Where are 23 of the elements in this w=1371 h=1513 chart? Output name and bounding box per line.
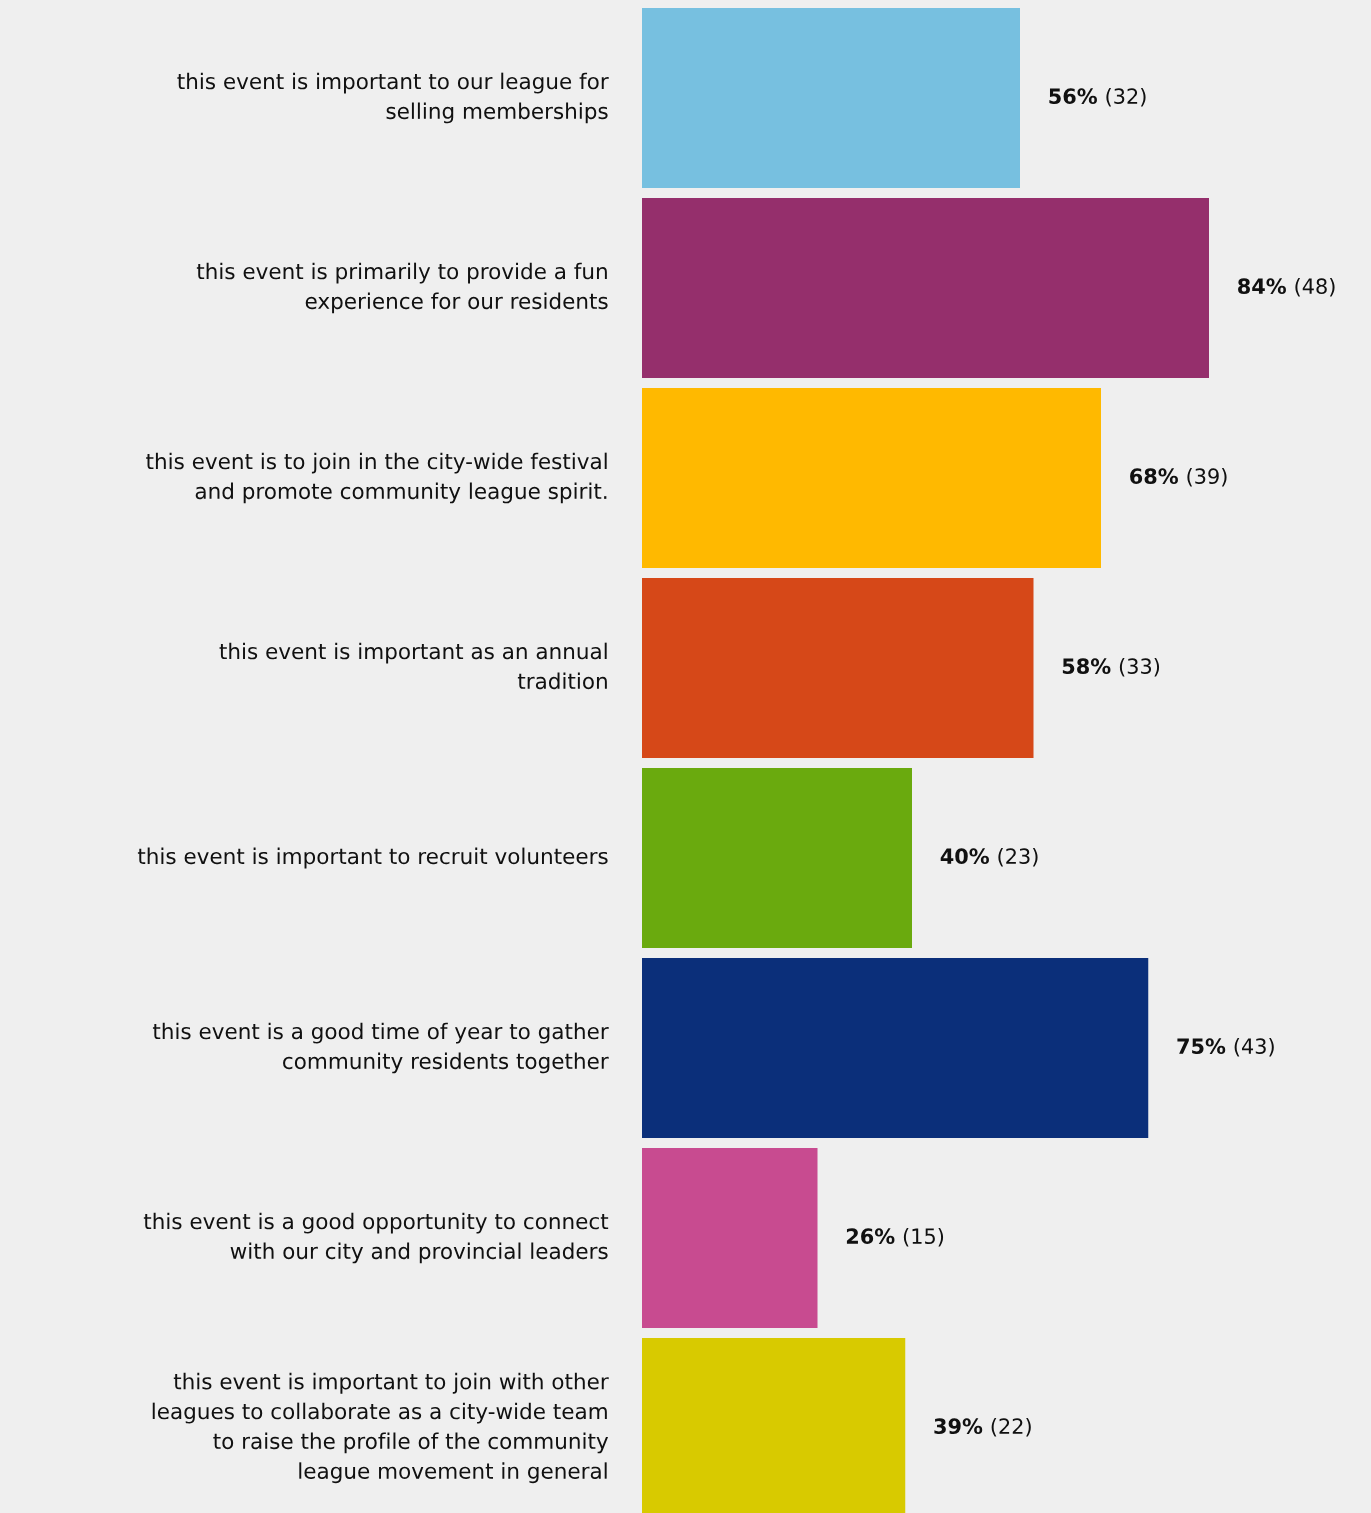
y-tick-label: this event is important to recruit volunteers [137,847,608,869]
bar [642,8,1020,188]
bar [642,1148,818,1328]
data-label: 40% (23) [940,847,1038,867]
y-tick-label: this event is a good time of year to gather community residents together [152,1022,609,1074]
y-tick-label: this event is a good opportunity to connect with our city and provincial leaders [143,1212,609,1264]
bar [642,388,1101,568]
y-tick-label: this event is to join in the city-wide festival and promote community league spirit. [146,452,607,504]
data-label: 58% (33) [1062,657,1160,677]
data-label: 26% (15) [846,1227,944,1247]
bar [642,958,1149,1138]
bar [642,768,912,948]
data-label: 68% (39) [1130,467,1227,487]
y-tick-label: this event is important to join with other leagues to collaborate as a city-wide team to raise the profile of the community league movement in general [152,1372,609,1484]
bar [642,578,1034,758]
y-tick-label: this event is primarily to provide a fun experience for our residents [196,262,608,314]
data-label: 84% (48) [1238,277,1335,297]
data-label: 39% (22) [934,1417,1031,1437]
data-label: 75% (43) [1177,1037,1274,1057]
data-label: 56% (32) [1049,87,1146,107]
y-tick-label: this event is important to our league for selling memberships [177,72,609,124]
y-tick-label: this event is important as an annual tradition [219,642,607,690]
bar [642,198,1209,378]
